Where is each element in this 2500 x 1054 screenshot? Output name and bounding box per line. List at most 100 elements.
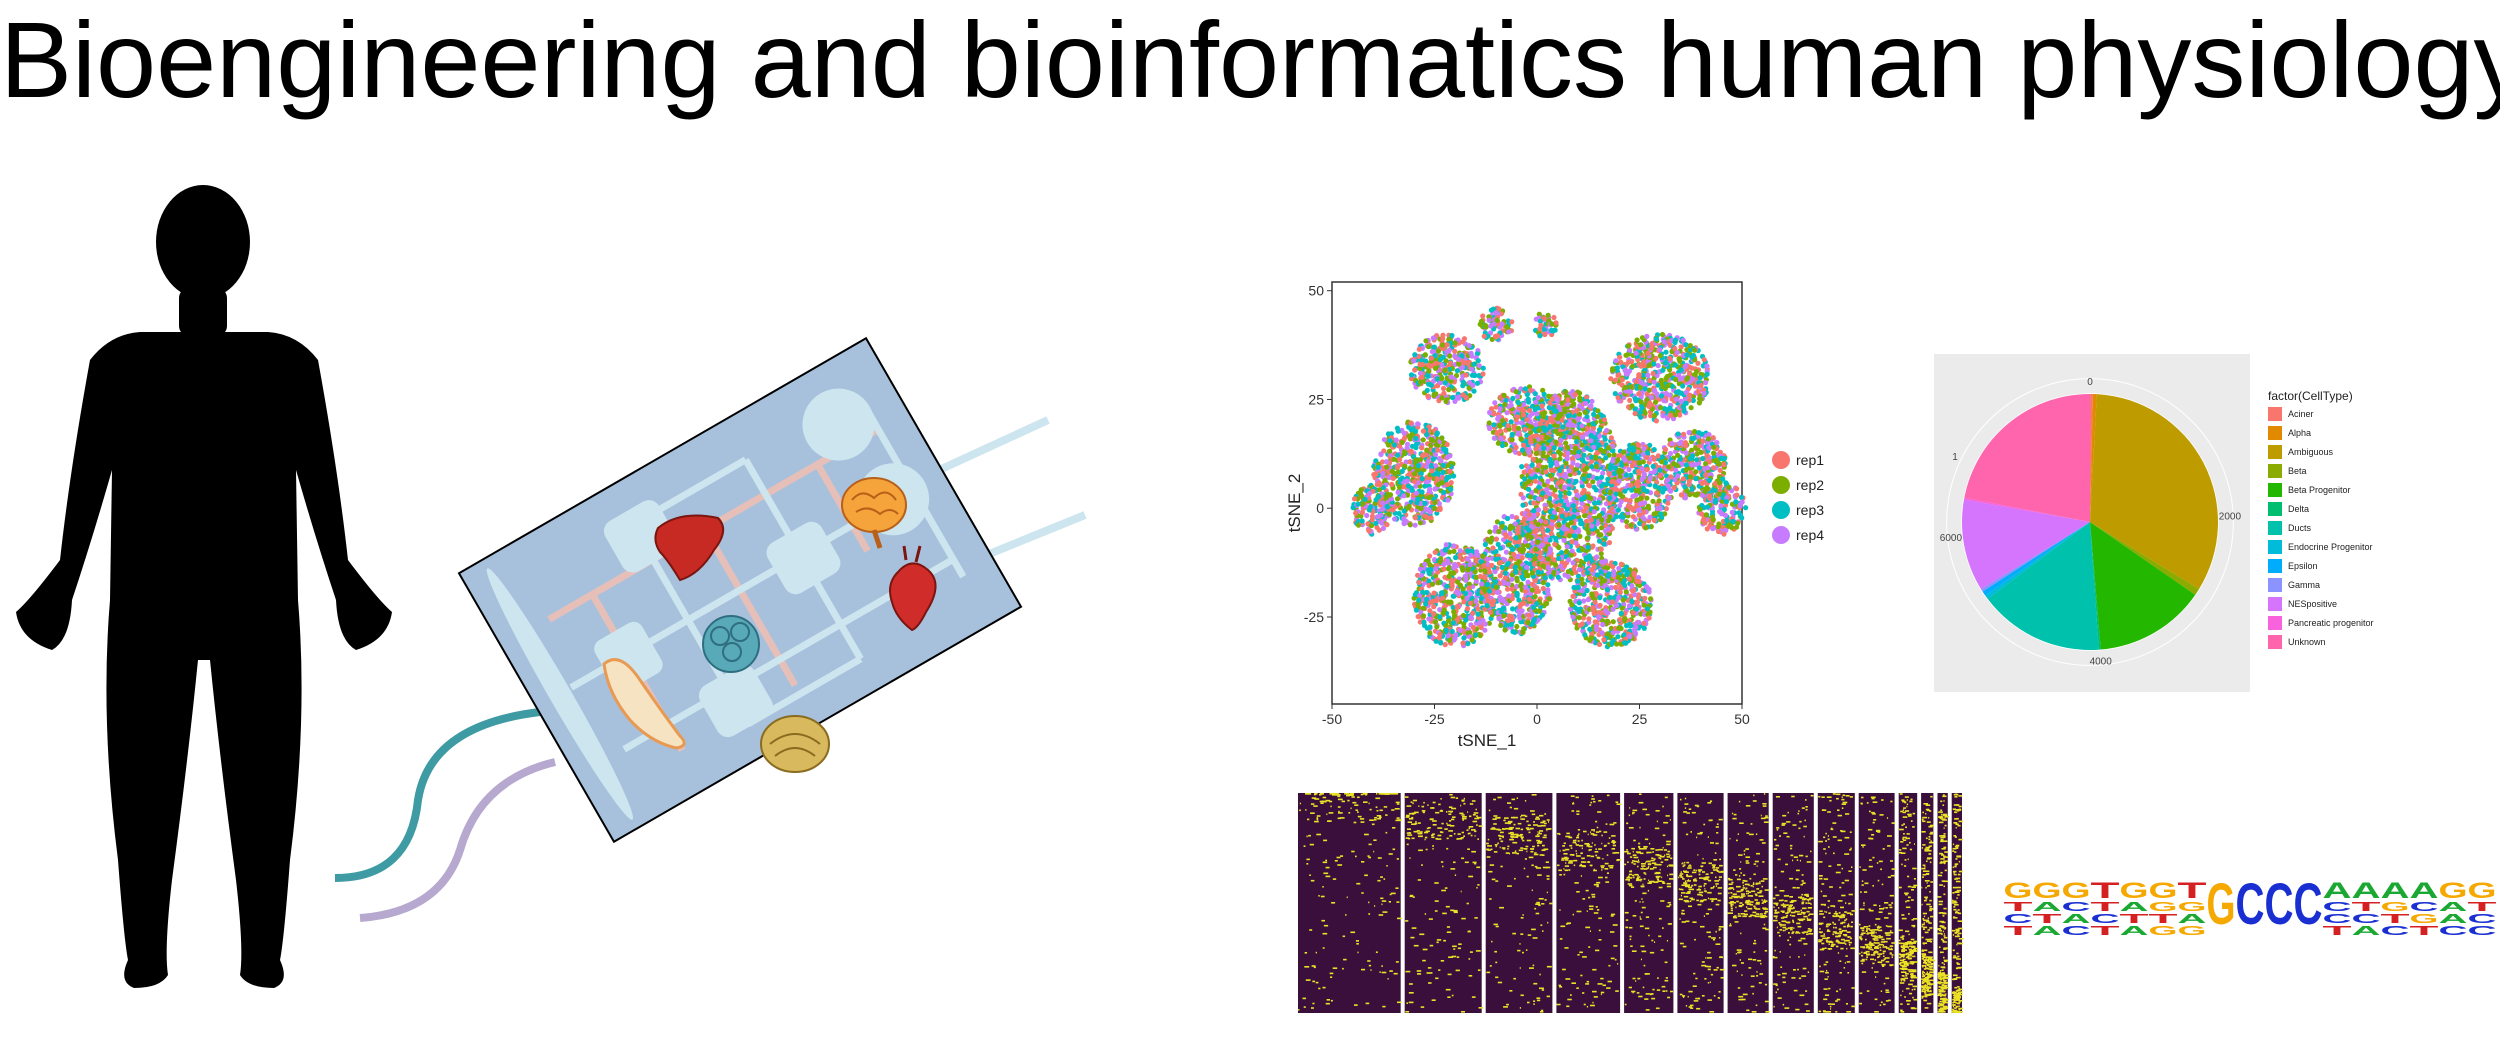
tsne-point [1543,469,1549,475]
tsne-point [1671,461,1677,467]
tsne-point [1531,508,1537,514]
tsne-point [1415,421,1421,427]
inlet-tube-teal [334,708,541,882]
tsne-point [1558,507,1564,513]
tsne-point [1618,610,1624,616]
tsne-point [1485,556,1491,562]
tsne-point [1480,313,1486,319]
tsne-point [1424,431,1430,438]
tsne-point [1627,633,1633,640]
tsne-point [1469,637,1475,643]
tsne-point [1440,462,1446,468]
tsne-point [1532,594,1538,600]
tsne-point [1426,368,1432,374]
tsne-point [1576,600,1582,606]
tsne-point [1636,594,1642,601]
tsne-point [1737,502,1743,508]
tsne-point [1510,606,1516,612]
tsne-point [1525,552,1531,558]
tsne-point [1403,459,1409,465]
tsne-point [1565,569,1571,575]
tsne-point [1444,342,1450,348]
tsne-point [1387,448,1393,454]
tsne-point [1718,509,1724,516]
tsne-point [1469,366,1475,372]
tsne-point [1579,423,1585,429]
tsne-point [1596,442,1602,448]
tsne-point [1558,550,1565,556]
tsne-point [1630,588,1636,594]
tsne-point [1622,616,1628,622]
tsne-point [1641,602,1647,608]
tsne-point [1477,321,1483,327]
tsne-point [1570,460,1576,466]
tsne-point [1447,468,1453,474]
tsne-point [1413,441,1419,447]
tsne-point [1482,621,1488,627]
tsne-point [1540,490,1546,496]
tsne-point [1467,615,1474,621]
tsne-point [1387,438,1393,444]
tsne-point [1588,432,1594,439]
tsne-point [1673,467,1679,473]
tsne-point [1375,464,1381,470]
tsne-point [1682,363,1688,370]
tsne-point [1601,637,1607,643]
tsne-point [1657,353,1663,359]
tsne-point [1446,387,1452,393]
tsne-point [1475,611,1481,617]
tsne-point [1638,379,1644,386]
tsne-point [1568,520,1574,526]
tsne-point [1692,383,1698,389]
tsne-point [1493,536,1499,542]
tsne-point [1385,442,1392,448]
tsne-point [1497,545,1503,551]
tsne-point [1676,356,1682,362]
tsne-point [1689,354,1695,360]
tsne-point [1425,373,1431,379]
tsne-point [1482,574,1488,581]
tsne-point [1632,410,1638,417]
tsne-point [1641,620,1647,627]
tsne-point [1479,581,1485,587]
tsne-point [1613,584,1619,591]
tsne-point [1394,496,1401,502]
intestine-icon [702,615,760,673]
tsne-point [1516,525,1522,531]
tsne-point [1420,437,1426,443]
tsne-point [1715,528,1722,535]
tsne-point [1557,456,1563,462]
tsne-point [1734,486,1740,492]
tsne-point [1707,493,1713,499]
tsne-point [1593,627,1599,633]
tsne-point [1552,541,1558,547]
tsne-point [1350,505,1356,511]
tsne-point [1445,633,1451,639]
tsne-point [1378,512,1384,518]
tsne-point [1710,526,1716,532]
tsne-point [1415,463,1421,469]
tsne-point [1616,625,1622,631]
tsne-point [1454,589,1460,595]
tsne-point [1396,484,1402,490]
tsne-point [1522,584,1529,590]
tsne-point [1488,307,1494,313]
tsne-point [1652,412,1658,419]
tsne-point [1474,380,1481,386]
tsne-point [1420,613,1427,619]
tsne-point [1626,603,1633,609]
tsne-point [1497,594,1503,601]
tsne-point [1411,471,1418,477]
tsne-point [1683,400,1689,406]
tsne-point [1540,580,1546,586]
tsne-point [1428,442,1434,448]
tsne-point [1616,594,1622,601]
tsne-point [1389,481,1395,487]
tsne-point [1436,501,1442,507]
tsne-point [1444,476,1450,482]
tsne-point [1509,513,1515,520]
tsne-point [1534,585,1540,591]
tsne-point [1426,424,1432,430]
tsne-point [1663,349,1669,355]
tsne-point [1629,403,1635,409]
